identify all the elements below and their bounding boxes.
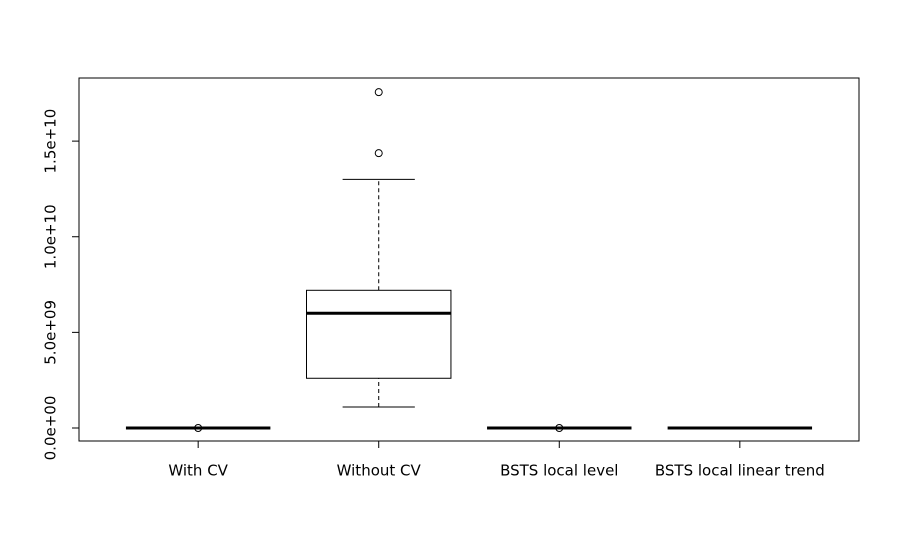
outlier [374, 149, 383, 158]
y-tick-label: 0.0e+00 [42, 396, 60, 461]
x-tick-label: BSTS local level [500, 462, 618, 480]
y-tick-label: 1.5e+10 [42, 109, 60, 174]
outlier [555, 423, 564, 432]
y-tick-label: 1.0e+10 [42, 204, 60, 269]
x-tick-label: Without CV [337, 462, 422, 480]
plot-frame [78, 77, 860, 442]
x-tick-label: BSTS local linear trend [655, 462, 825, 480]
box [306, 289, 452, 379]
outlier [194, 423, 203, 432]
y-tick-label: 5.0e+09 [42, 300, 60, 365]
outlier [374, 88, 383, 97]
x-tick-label: With CV [168, 462, 228, 480]
